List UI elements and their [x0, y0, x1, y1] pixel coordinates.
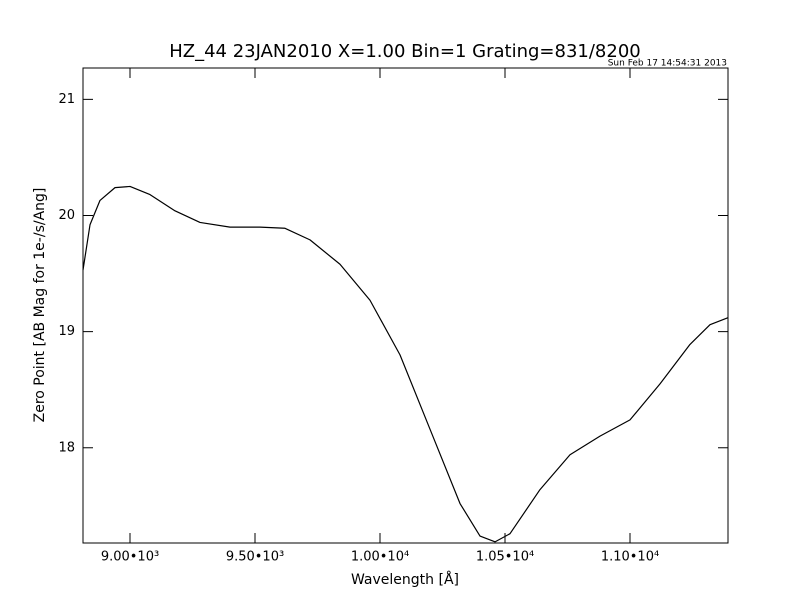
y-tick-label: 18: [58, 440, 75, 455]
x-tick-label: 9.00•10³: [101, 550, 159, 565]
y-axis-label: Zero Point [AB Mag for 1e-/s/Ang]: [32, 188, 48, 423]
x-tick-label: 9.50•10³: [226, 550, 284, 565]
x-tick-label: 1.10•10⁴: [601, 550, 659, 565]
y-tick-label: 21: [58, 92, 75, 107]
x-tick-label: 1.05•10⁴: [476, 550, 534, 565]
timestamp: Sun Feb 17 14:54:31 2013: [608, 59, 727, 69]
data-line: [82, 185, 729, 543]
plot-frame: [82, 67, 729, 544]
chart-title: HZ_44 23JAN2010 X=1.00 Bin=1 Grating=831…: [169, 41, 641, 62]
x-tick-label: 1.00•10⁴: [351, 550, 409, 565]
y-tick-label: 20: [58, 208, 75, 223]
y-tick-label: 19: [58, 324, 75, 339]
x-axis-label: Wavelength [Å]: [351, 571, 459, 588]
